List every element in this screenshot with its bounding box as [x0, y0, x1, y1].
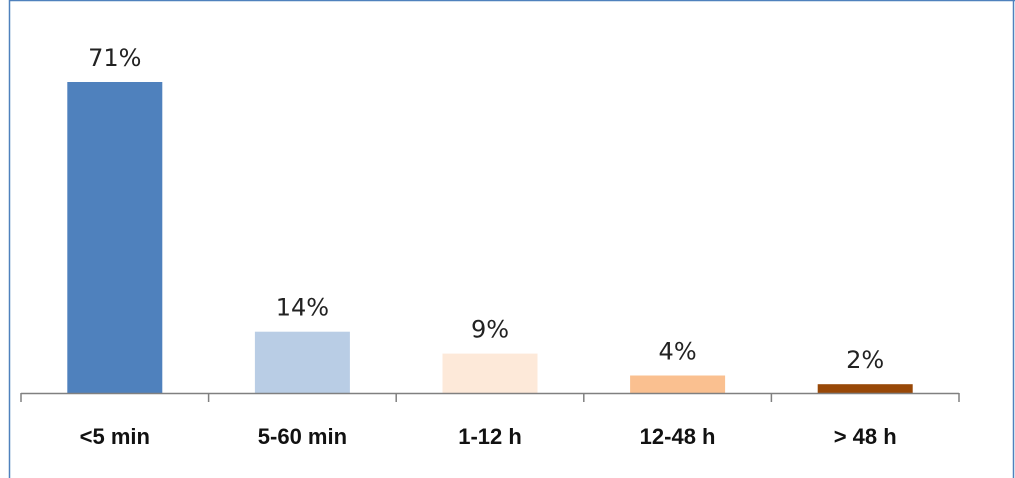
bar-value-label: 14% — [276, 294, 329, 322]
value-labels-group: 71% 14% 9% 4% 2% — [88, 44, 884, 374]
category-tick-label: > 48 h — [834, 424, 897, 449]
bar — [630, 375, 726, 393]
bar-value-label: 71% — [88, 44, 141, 72]
bars-group — [67, 82, 913, 393]
bar-value-label: 9% — [471, 316, 509, 344]
x-axis — [20, 392, 960, 402]
category-tick-label: 1-12 h — [458, 424, 522, 449]
category-tick-label: 5-60 min — [258, 424, 347, 449]
bar — [817, 384, 913, 393]
bar-value-label: 4% — [659, 338, 697, 366]
category-tick-label: <5 min — [80, 424, 150, 449]
category-labels-group: <5 min 5-60 min 1-12 h 12-48 h > 48 h — [80, 424, 897, 449]
bar — [67, 82, 163, 393]
category-tick-label: 12-48 h — [640, 424, 716, 449]
bar — [254, 331, 350, 393]
bar — [442, 353, 538, 393]
bar-value-label: 2% — [846, 346, 884, 374]
